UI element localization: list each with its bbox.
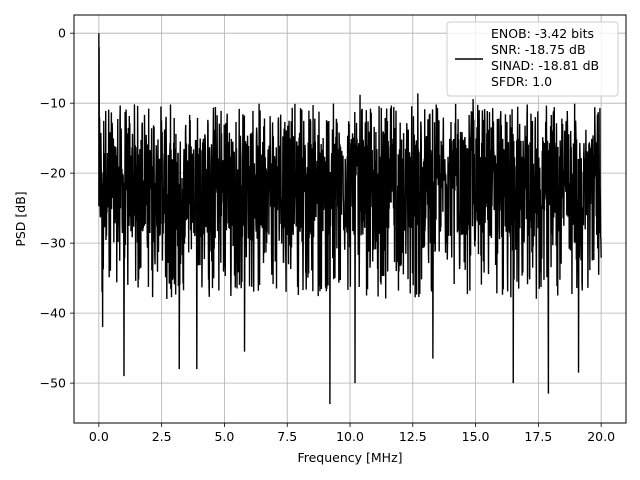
y-tick-label: −50: [40, 376, 66, 391]
y-tick-label: −20: [40, 166, 66, 181]
x-tick-label: 12.5: [399, 429, 427, 444]
legend-entry: SFDR: 1.0: [491, 74, 552, 89]
psd-series-line: [98, 33, 602, 405]
legend-entry: SINAD: -18.81 dB: [491, 58, 599, 73]
x-tick-label: 17.5: [524, 429, 552, 444]
y-tick-label: −30: [40, 236, 66, 251]
y-tick-label: −40: [40, 306, 66, 321]
series-layer: [98, 33, 602, 405]
legend-entry: SNR: -18.75 dB: [491, 42, 586, 57]
x-tick-label: 15.0: [462, 429, 490, 444]
ticks: 0.0 2.5 5.0 7.5 10.0 12.5 15.0 17.5 20.0 0 −10 −20 −…: [40, 26, 615, 444]
legend-entry: ENOB: -3.42 bits: [491, 26, 594, 41]
x-tick-label: 7.5: [277, 429, 297, 444]
x-tick-label: 0.0: [89, 429, 109, 444]
y-tick-label: −10: [40, 96, 66, 111]
x-tick-label: 2.5: [152, 429, 172, 444]
y-axis-label: PSD [dB]: [13, 191, 28, 246]
x-tick-label: 10.0: [336, 429, 364, 444]
x-tick-label: 5.0: [214, 429, 234, 444]
legend-box: [446, 21, 619, 97]
y-tick-label: 0: [58, 26, 66, 41]
x-axis-label: Frequency [MHz]: [297, 450, 402, 465]
x-tick-label: 20.0: [587, 429, 615, 444]
